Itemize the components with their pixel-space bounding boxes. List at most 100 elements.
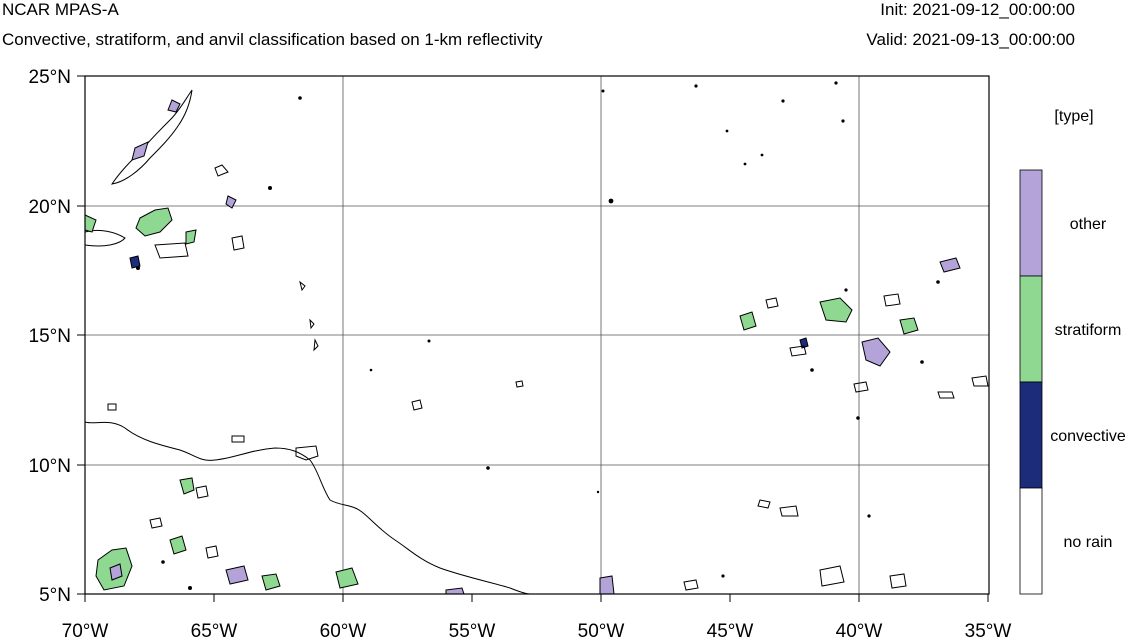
coastline-puerto-rico (154, 242, 189, 259)
precip-patch-stratiform (819, 297, 853, 323)
legend: [type] other stratiform convective no ra… (1019, 108, 1126, 595)
precip-outline (889, 573, 907, 589)
y-tick-label: 25°N (29, 67, 71, 88)
precip-patch-other (167, 99, 181, 113)
precip-cell (834, 81, 838, 85)
x-tick-label: 40°W (836, 621, 883, 641)
map-title: NCAR MPAS-A (2, 0, 119, 19)
precip-outline (779, 505, 799, 517)
y-tick-label: 10°N (29, 456, 71, 477)
precip-cell (743, 162, 747, 166)
precip-patch-other (599, 575, 615, 595)
precip-cell (867, 514, 871, 518)
coastline-bahamas (110, 89, 193, 185)
x-tick-label: 55°W (449, 621, 496, 641)
x-tick-label: 60°W (320, 621, 367, 641)
coastline-small-island (309, 318, 315, 330)
precip-dots (136, 81, 940, 590)
precip-patch-other (225, 565, 249, 585)
precip-outline (883, 293, 901, 307)
precip-outline (757, 499, 771, 509)
precip-patch-stratiform (899, 317, 919, 335)
precip-cell (136, 266, 140, 270)
precip-patch-other (109, 563, 123, 581)
x-tick-label: 45°W (707, 621, 754, 641)
precip-cell (781, 99, 785, 103)
precip-cell (721, 574, 725, 578)
precip-patch-stratiform (179, 477, 195, 495)
coastline-trinidad (295, 445, 319, 461)
y-tick-label: 15°N (29, 326, 71, 347)
precip-cell (810, 368, 814, 372)
legend-label-other: other (1070, 216, 1107, 233)
legend-swatch-other (1019, 169, 1043, 277)
legend-title: [type] (1054, 108, 1093, 125)
precip-patch-convective (799, 337, 809, 349)
precip-cell (427, 339, 431, 343)
precip-outline (971, 375, 989, 387)
legend-swatch-stratiform (1019, 275, 1043, 383)
legend-label-no-rain: no rain (1064, 534, 1113, 551)
precip-cell (608, 198, 614, 204)
precip-areas (84, 99, 961, 595)
legend-label-stratiform: stratiform (1055, 322, 1122, 339)
precip-outline (515, 380, 524, 388)
precip-patch-stratiform (84, 214, 97, 233)
precip-cell (694, 84, 698, 88)
precip-cell (268, 186, 272, 190)
precip-outline (107, 403, 117, 411)
precip-outlines (107, 164, 989, 591)
x-tick-labels: 70°W 65°W 60°W 55°W 50°W 45°W 40°W 35°W (62, 621, 1012, 641)
precip-cell (844, 288, 848, 292)
map-subtitle: Convective, stratiform, and anvil classi… (2, 30, 543, 49)
legend-label-convective: convective (1050, 428, 1126, 445)
precip-outline (853, 381, 869, 393)
precip-cell (188, 586, 192, 590)
precip-cell (760, 153, 764, 157)
precip-outline (195, 485, 209, 499)
precip-patch-stratiform (335, 567, 359, 589)
gridlines (85, 76, 989, 594)
precip-cell (486, 466, 490, 470)
valid-time-label: Valid: 2021-09-13_00:00:00 (866, 30, 1075, 49)
tick-marks (77, 75, 989, 602)
precip-outline (205, 545, 219, 559)
coastline-small-island (313, 338, 319, 352)
precip-outline (765, 297, 779, 309)
precip-cell (725, 129, 729, 133)
precip-outline (789, 345, 807, 357)
precip-patch-other (225, 195, 237, 209)
coastline-small-island (299, 280, 306, 292)
precip-cell (601, 89, 605, 93)
precip-patch-other (861, 337, 891, 367)
precip-patch-stratiform (169, 535, 187, 555)
precip-patch-stratiform (135, 207, 173, 237)
x-tick-label: 50°W (578, 621, 625, 641)
precip-outline (411, 399, 423, 411)
precip-patch-other (939, 257, 961, 273)
precip-outline (149, 517, 163, 529)
precip-patch-stratiform (739, 311, 757, 331)
y-tick-label: 5°N (39, 585, 71, 606)
precip-cell (841, 119, 845, 123)
x-tick-label: 65°W (191, 621, 238, 641)
precip-patch-other (131, 141, 149, 161)
precip-cell (856, 416, 860, 420)
precip-patch-other (445, 587, 465, 595)
precip-outline (819, 565, 845, 587)
precip-cell (596, 490, 600, 494)
legend-swatch-no-rain (1019, 487, 1043, 595)
precip-outline (683, 579, 699, 591)
precip-patch-stratiform (185, 229, 197, 245)
precip-cell (298, 96, 302, 100)
legend-swatch-convective (1019, 381, 1043, 489)
coastlines (84, 89, 531, 595)
precip-patch-convective (129, 255, 141, 269)
x-tick-label: 35°W (965, 621, 1012, 641)
precip-outline (231, 435, 245, 443)
precip-outline (231, 235, 245, 251)
coastline-south-america (84, 421, 531, 595)
x-tick-label: 70°W (62, 621, 109, 641)
y-tick-label: 20°N (29, 197, 71, 218)
coastline-hispaniola (84, 229, 126, 247)
